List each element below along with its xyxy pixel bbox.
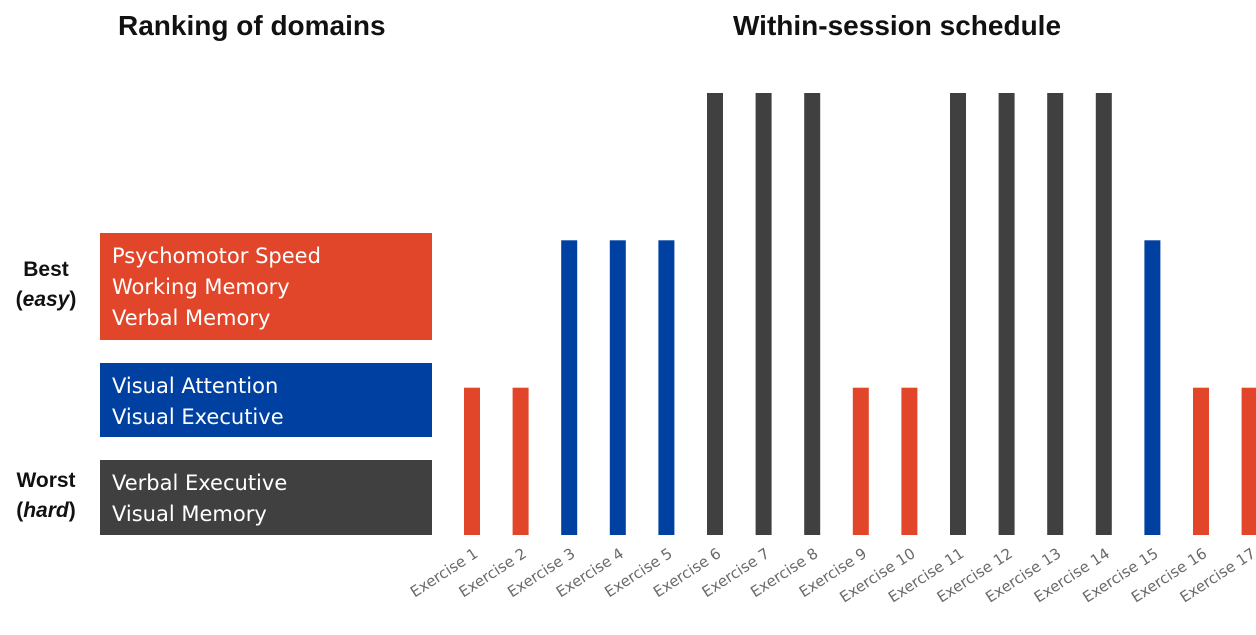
schedule-title: Within-session schedule: [733, 10, 1062, 41]
schedule-bar: [512, 387, 529, 535]
ranking-title: Ranking of domains: [118, 10, 386, 41]
domain-item: Visual Executive: [112, 405, 284, 429]
worst-label: Worst (hard): [0, 466, 92, 526]
schedule-bar: [609, 240, 626, 536]
schedule-bar: [707, 93, 723, 535]
schedule-bar: [1095, 93, 1112, 535]
schedule-bar: [1144, 240, 1161, 536]
schedule-bar: [464, 387, 480, 535]
schedule-bar: [1193, 387, 1209, 535]
best-label: Best (easy): [0, 255, 92, 315]
schedule-bar: [1241, 387, 1256, 535]
schedule-bar: [658, 240, 675, 536]
domain-group-middle: Visual Attention Visual Executive: [100, 363, 432, 437]
domain-group-best: Psychomotor Speed Working Memory Verbal …: [100, 233, 432, 340]
schedule-bar: [852, 387, 869, 535]
domain-item: Verbal Executive: [112, 471, 288, 495]
schedule-bar: [804, 93, 821, 535]
schedule-bar: [901, 387, 918, 535]
schedule-bar: [561, 240, 578, 536]
worst-label-sub: hard: [23, 499, 69, 522]
domain-item: Visual Memory: [112, 502, 267, 526]
schedule-bar: [1047, 93, 1064, 535]
worst-label-text: Worst: [16, 469, 76, 492]
schedule-bar: [950, 93, 966, 535]
domain-item: Verbal Memory: [112, 306, 271, 330]
schedule-bar: [998, 93, 1015, 535]
domain-item: Working Memory: [112, 275, 290, 299]
domain-group-worst: Verbal Executive Visual Memory: [100, 460, 432, 535]
best-label-text: Best: [23, 258, 69, 281]
domain-item: Psychomotor Speed: [112, 244, 321, 268]
domain-item: Visual Attention: [112, 374, 279, 398]
schedule-bar: [755, 93, 772, 535]
best-label-sub: easy: [22, 288, 70, 311]
